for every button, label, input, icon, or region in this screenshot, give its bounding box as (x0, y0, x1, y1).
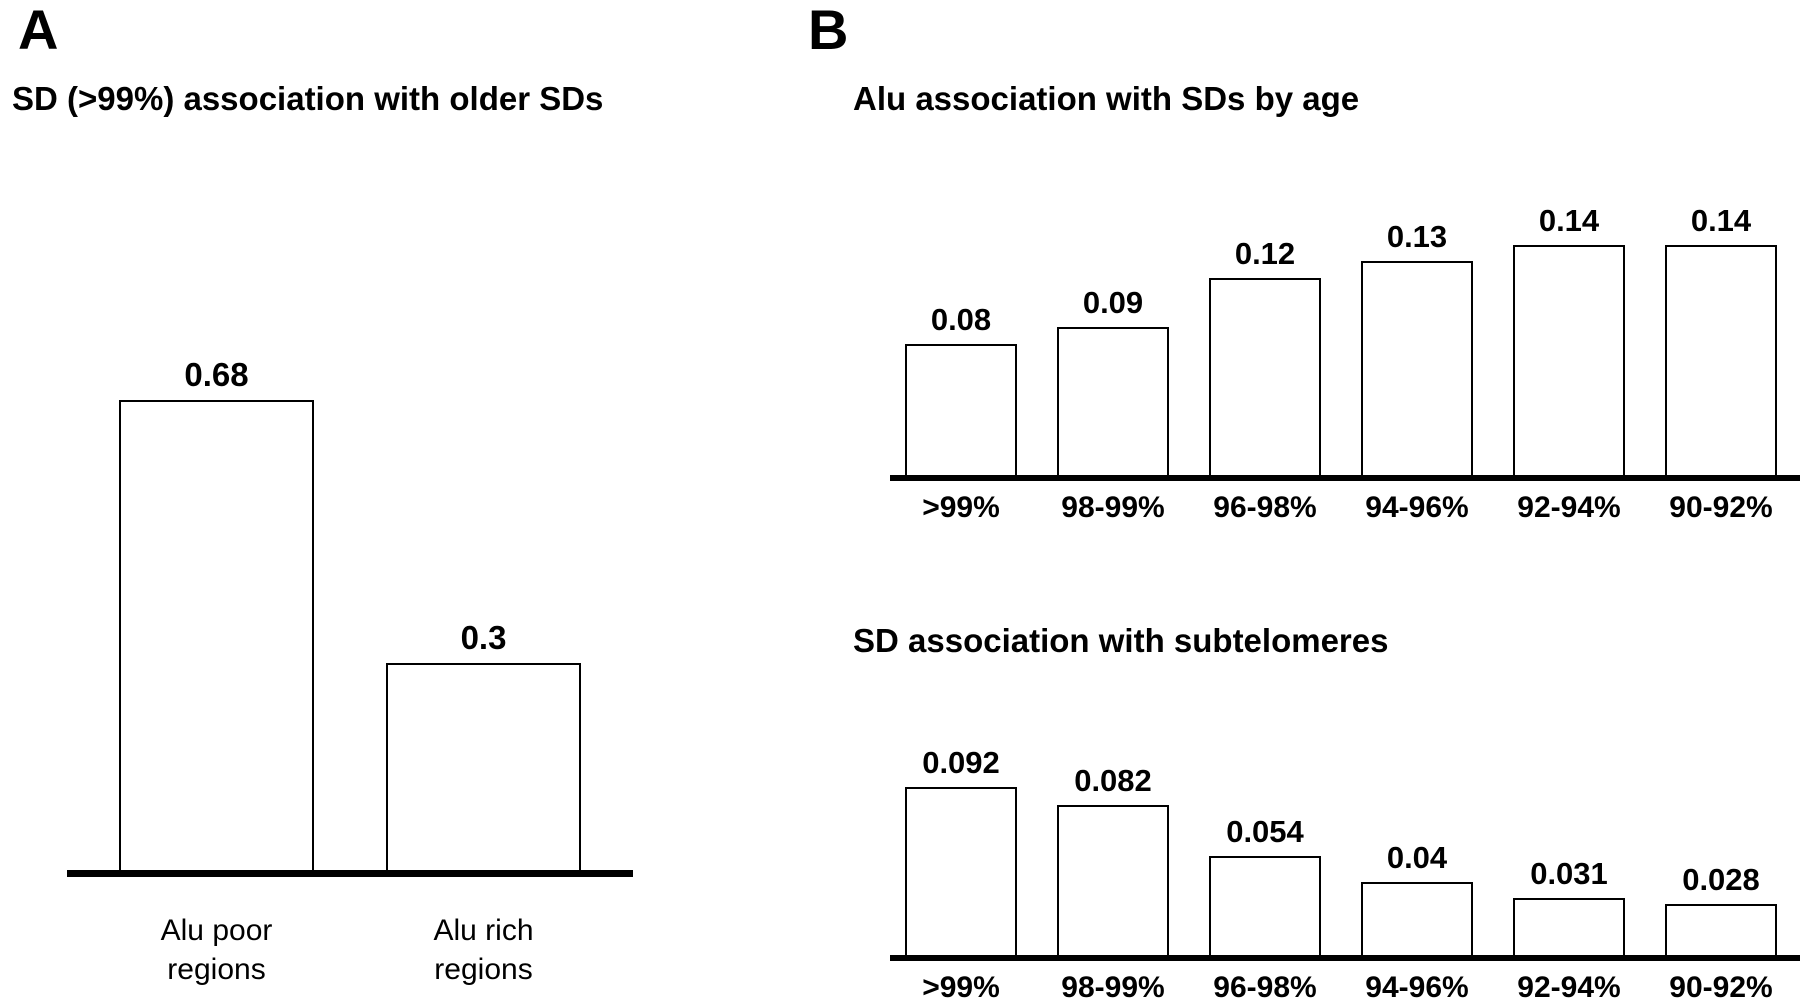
category-labels-row: >99% 98-99% 96-98% 94-96% 92-94% 90-92% (905, 971, 1785, 1005)
bar-value-label: 0.04 (1386, 840, 1448, 875)
bar-group: 0.031 (1513, 856, 1625, 955)
category-label: 96-98% (1213, 971, 1317, 1004)
bar-value-label: 0.092 (922, 745, 1000, 780)
bar (905, 787, 1017, 955)
category-label: Alu rich regions (433, 914, 534, 986)
bar-group: 0.12 (1209, 236, 1321, 475)
x-axis-line (890, 475, 1800, 481)
bar-value-label: 0.082 (1074, 763, 1152, 798)
category-label: >99% (922, 971, 1000, 1004)
x-axis-line (890, 955, 1800, 961)
panel-a-bar-chart: 0.68 0.3 Alu poor regions Alu rich regions (67, 330, 633, 989)
bar (905, 344, 1017, 475)
panel-a-chart-title: SD (>99%) association with older SDs (12, 80, 604, 117)
bar-group: 0.092 (905, 745, 1017, 955)
bar (386, 663, 581, 870)
bar (1361, 261, 1473, 475)
bar-group: 0.082 (1057, 763, 1169, 955)
bar (1665, 245, 1777, 475)
panel-b-bottom-bar-chart: 0.092 0.082 0.054 0.04 0.031 0.028 >99% 98-99%… (890, 740, 1800, 1005)
bar-group: 0.68 (119, 356, 314, 870)
bar-value-label: 0.14 (1538, 203, 1600, 238)
bar (119, 400, 314, 870)
category-label: 94-96% (1365, 491, 1469, 524)
bar-value-label: 0.08 (930, 302, 992, 337)
bar-value-label: 0.09 (1082, 285, 1144, 320)
panel-a-label: A (18, 0, 59, 61)
bar-value-label: 0.12 (1234, 236, 1296, 271)
bar (1513, 898, 1625, 955)
category-label: 92-94% (1517, 971, 1621, 1004)
bar (1361, 882, 1473, 955)
bar-value-label: 0.028 (1682, 862, 1760, 897)
category-label: Alu poor regions (160, 914, 273, 986)
bars-row: 0.68 0.3 (75, 330, 625, 870)
bar-group: 0.3 (386, 619, 581, 870)
category-label: 90-92% (1669, 971, 1773, 1004)
category-label: >99% (922, 491, 1000, 524)
panel-b-label: B (808, 0, 849, 61)
bar-value-label: 0.054 (1226, 814, 1304, 849)
x-axis-line (67, 870, 633, 877)
panel-b-top-bar-chart: 0.08 0.09 0.12 0.13 0.14 0.14 >99% 98-99% 96-98… (890, 190, 1800, 525)
bar-value-label: 0.13 (1386, 219, 1448, 254)
bar (1057, 805, 1169, 955)
category-labels-row: Alu poor regions Alu rich regions (75, 911, 625, 989)
bar-group: 0.09 (1057, 285, 1169, 475)
category-label: 90-92% (1669, 491, 1773, 524)
bar-value-label: 0.3 (460, 619, 507, 656)
bars-row: 0.092 0.082 0.054 0.04 0.031 0.028 (905, 740, 1785, 955)
bar (1057, 327, 1169, 475)
category-label: 98-99% (1061, 971, 1165, 1004)
bar-value-label: 0.68 (184, 356, 249, 393)
bar-group: 0.04 (1361, 840, 1473, 955)
bar-group: 0.13 (1361, 219, 1473, 475)
category-labels-row: >99% 98-99% 96-98% 94-96% 92-94% 90-92% (905, 491, 1785, 525)
bar (1209, 278, 1321, 475)
bar (1513, 245, 1625, 475)
bar (1209, 856, 1321, 955)
panel-b-bottom-chart-title: SD association with subtelomeres (853, 622, 1389, 659)
bar-group: 0.14 (1665, 203, 1777, 475)
bar-group: 0.08 (905, 302, 1017, 475)
bar (1665, 904, 1777, 955)
bar-group: 0.054 (1209, 814, 1321, 955)
category-label: 94-96% (1365, 971, 1469, 1004)
bars-row: 0.08 0.09 0.12 0.13 0.14 0.14 (905, 190, 1785, 475)
bar-group: 0.028 (1665, 862, 1777, 955)
category-label: 92-94% (1517, 491, 1621, 524)
category-label: 98-99% (1061, 491, 1165, 524)
bar-value-label: 0.14 (1690, 203, 1752, 238)
panel-b-top-chart-title: Alu association with SDs by age (853, 80, 1360, 117)
category-label: 96-98% (1213, 491, 1317, 524)
bar-value-label: 0.031 (1530, 856, 1608, 891)
bar-group: 0.14 (1513, 203, 1625, 475)
